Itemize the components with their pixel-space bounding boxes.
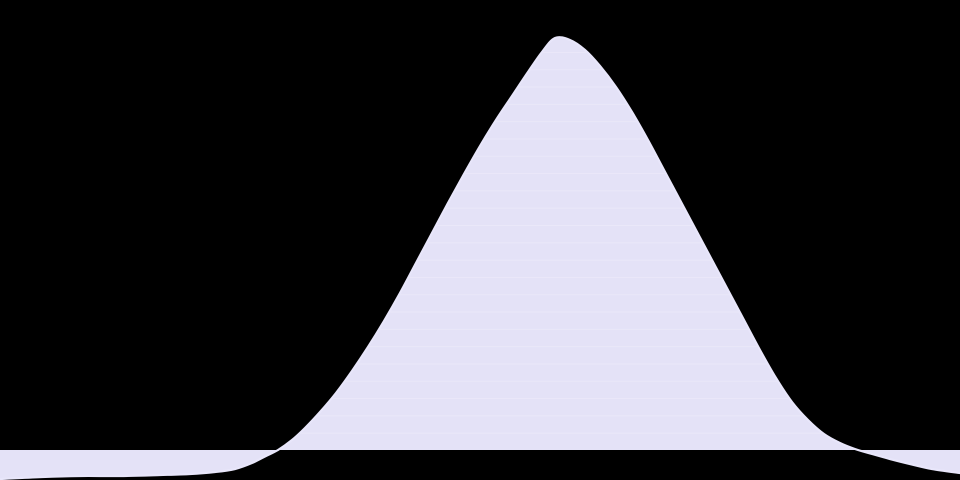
- density-band: [0, 432, 960, 434]
- density-band: [0, 328, 960, 330]
- density-band: [0, 398, 960, 400]
- density-area-fill: [0, 37, 960, 480]
- density-band: [0, 242, 960, 244]
- density-band: [0, 173, 960, 175]
- density-band: [0, 259, 960, 261]
- density-band: [0, 207, 960, 209]
- density-band: [0, 311, 960, 313]
- density-band: [0, 415, 960, 417]
- density-band: [0, 190, 960, 192]
- density-band: [0, 294, 960, 296]
- density-band: [0, 225, 960, 226]
- density-band: [0, 363, 960, 365]
- density-band: [0, 155, 960, 157]
- density-band: [0, 380, 960, 382]
- density-curve-line: [0, 36, 960, 480]
- density-band: [0, 276, 960, 278]
- density-band: [0, 346, 960, 348]
